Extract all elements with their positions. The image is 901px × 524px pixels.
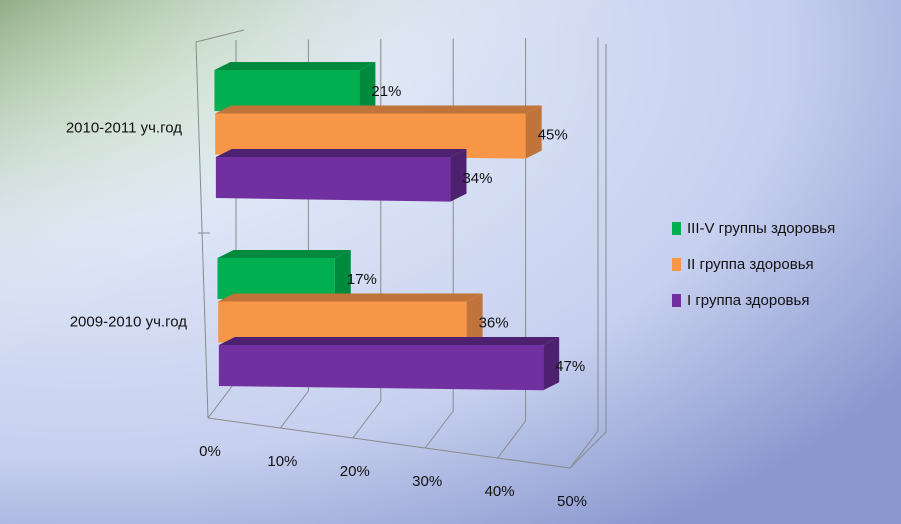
legend-item: I группа здоровья bbox=[672, 282, 897, 318]
data-label: 17% bbox=[347, 271, 377, 288]
bar-end bbox=[543, 337, 560, 391]
legend-item: II группа здоровья bbox=[672, 246, 897, 282]
data-label: 47% bbox=[555, 358, 585, 375]
floor-gridline bbox=[569, 430, 599, 469]
legend-label: II группа здоровья bbox=[687, 255, 814, 273]
x-tick-label: 30% bbox=[412, 473, 442, 490]
x-tick-label: 50% bbox=[557, 493, 587, 510]
legend: III-V группы здоровья II группа здоровья I… bbox=[672, 210, 897, 318]
x-tick-label: 10% bbox=[267, 453, 297, 470]
bar-end bbox=[359, 62, 376, 115]
bar-end bbox=[450, 149, 467, 202]
bar bbox=[215, 157, 451, 202]
bar-top bbox=[218, 293, 483, 302]
bar-end bbox=[525, 105, 542, 159]
category-label: 2009-2010 уч.год bbox=[70, 314, 188, 331]
floor-right-edge bbox=[569, 431, 607, 469]
data-label: 21% bbox=[371, 83, 401, 100]
legend-item: III-V группы здоровья bbox=[672, 210, 897, 246]
left-wall-top-edge bbox=[195, 29, 245, 43]
legend-swatch bbox=[672, 257, 681, 271]
floor-gridline bbox=[207, 380, 237, 419]
data-label: 36% bbox=[479, 315, 509, 332]
bar bbox=[218, 301, 467, 347]
bar bbox=[218, 345, 544, 391]
bar-top bbox=[218, 337, 560, 345]
legend-label: III-V группы здоровья bbox=[687, 219, 836, 237]
bar-top bbox=[217, 250, 351, 258]
data-label: 34% bbox=[462, 170, 492, 187]
data-label: 45% bbox=[538, 127, 568, 144]
legend-label: I группа здоровья bbox=[687, 291, 810, 309]
floor-gridline bbox=[352, 400, 382, 439]
bar-end bbox=[334, 250, 351, 302]
bar-end bbox=[466, 293, 483, 347]
legend-swatch bbox=[672, 293, 681, 307]
floor-gridline bbox=[497, 420, 526, 459]
x-tick-label: 40% bbox=[485, 483, 515, 500]
x-tick-label: 0% bbox=[199, 443, 221, 460]
bar bbox=[214, 70, 360, 115]
left-wall-front-edge bbox=[195, 41, 209, 419]
category-label: 2010-2011 уч.год bbox=[66, 120, 182, 137]
bar bbox=[217, 258, 335, 302]
x-tick-label: 20% bbox=[340, 463, 370, 480]
floor-gridline bbox=[424, 410, 454, 449]
floor-gridline bbox=[280, 390, 309, 429]
bar bbox=[215, 113, 526, 159]
bar-top bbox=[215, 149, 467, 157]
legend-swatch bbox=[672, 221, 681, 235]
bar-top bbox=[215, 105, 542, 114]
floor-front-edge bbox=[207, 417, 571, 469]
bar-top bbox=[214, 62, 376, 70]
